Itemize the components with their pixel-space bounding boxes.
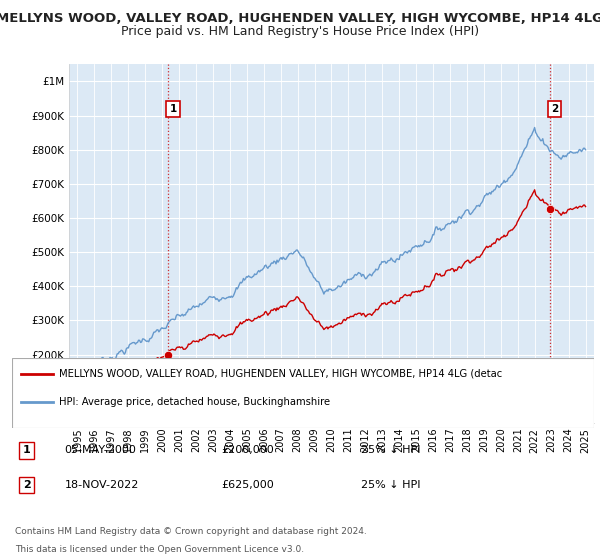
Text: 25% ↓ HPI: 25% ↓ HPI bbox=[361, 445, 421, 455]
Text: £200,000: £200,000 bbox=[221, 445, 274, 455]
Text: 1: 1 bbox=[170, 104, 177, 114]
Text: 18-NOV-2022: 18-NOV-2022 bbox=[64, 480, 139, 490]
Text: HPI: Average price, detached house, Buckinghamshire: HPI: Average price, detached house, Buck… bbox=[59, 397, 329, 407]
Text: This data is licensed under the Open Government Licence v3.0.: This data is licensed under the Open Gov… bbox=[15, 545, 304, 554]
Text: Price paid vs. HM Land Registry's House Price Index (HPI): Price paid vs. HM Land Registry's House … bbox=[121, 25, 479, 38]
Text: 2: 2 bbox=[23, 480, 31, 490]
Text: MELLYNS WOOD, VALLEY ROAD, HUGHENDEN VALLEY, HIGH WYCOMBE, HP14 4LG (detac: MELLYNS WOOD, VALLEY ROAD, HUGHENDEN VAL… bbox=[59, 369, 502, 379]
Text: 1: 1 bbox=[23, 445, 31, 455]
Text: £625,000: £625,000 bbox=[221, 480, 274, 490]
Text: 2: 2 bbox=[551, 104, 559, 114]
Text: 05-MAY-2000: 05-MAY-2000 bbox=[64, 445, 136, 455]
Text: MELLYNS WOOD, VALLEY ROAD, HUGHENDEN VALLEY, HIGH WYCOMBE, HP14 4LG: MELLYNS WOOD, VALLEY ROAD, HUGHENDEN VAL… bbox=[0, 12, 600, 25]
Text: Contains HM Land Registry data © Crown copyright and database right 2024.: Contains HM Land Registry data © Crown c… bbox=[15, 528, 367, 536]
Text: 25% ↓ HPI: 25% ↓ HPI bbox=[361, 480, 421, 490]
